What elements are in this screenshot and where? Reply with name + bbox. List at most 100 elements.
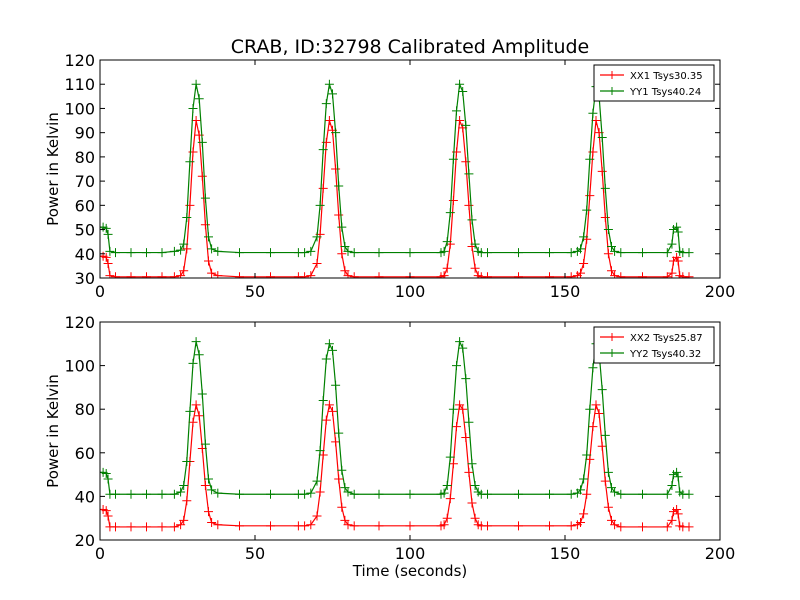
data-point xyxy=(610,520,620,530)
data-point xyxy=(103,511,113,521)
data-point xyxy=(667,239,677,249)
data-point xyxy=(470,239,480,249)
data-point xyxy=(545,248,554,258)
data-point xyxy=(111,522,120,532)
data-point xyxy=(182,496,192,506)
data-point xyxy=(111,248,120,258)
data-point xyxy=(207,485,217,495)
series-line xyxy=(100,120,689,278)
data-point xyxy=(514,248,523,258)
data-point xyxy=(374,521,384,531)
data-point xyxy=(442,237,452,247)
data-point xyxy=(343,246,353,256)
data-point xyxy=(200,439,210,449)
legend-marker xyxy=(608,333,616,341)
data-point xyxy=(306,246,316,256)
x-tick-label: 0 xyxy=(95,544,105,563)
data-point xyxy=(684,522,694,532)
data-point xyxy=(179,266,189,276)
data-point xyxy=(197,389,207,399)
data-point xyxy=(204,507,213,517)
x-tick-label: 200 xyxy=(705,544,736,563)
data-point xyxy=(157,489,167,499)
data-point xyxy=(318,395,328,405)
data-point xyxy=(600,430,610,440)
data-point xyxy=(588,108,598,118)
data-point xyxy=(673,509,683,519)
data-point xyxy=(200,481,210,490)
data-point xyxy=(470,513,480,523)
series-xx xyxy=(100,116,694,278)
subplot-top: 0 50 100 150 200 30 40 50 60 70 80 90 100 110 120 Power… xyxy=(44,51,735,301)
data-point xyxy=(603,249,613,259)
data-point xyxy=(673,472,683,482)
legend-label: YY2 Tsys40.32 xyxy=(629,349,701,360)
series-line xyxy=(100,339,689,495)
data-point xyxy=(142,272,151,278)
data-point xyxy=(315,487,325,497)
data-point xyxy=(169,246,179,256)
data-point xyxy=(603,502,613,512)
data-point xyxy=(638,489,647,499)
legend-marker xyxy=(608,87,616,95)
data-point xyxy=(684,248,694,258)
data-point xyxy=(321,354,331,364)
data-point xyxy=(324,400,334,410)
data-point xyxy=(464,200,474,210)
data-point xyxy=(667,268,677,278)
data-point xyxy=(300,272,310,278)
data-point xyxy=(101,469,111,479)
data-point xyxy=(266,272,275,278)
data-point xyxy=(458,404,468,414)
x-tick-label: 0 xyxy=(95,282,105,301)
data-point xyxy=(610,246,620,256)
data-point xyxy=(315,446,325,456)
data-point xyxy=(111,272,120,278)
data-point xyxy=(616,489,626,499)
y-tick-label: 30 xyxy=(75,269,95,288)
data-point xyxy=(439,271,449,278)
data-point xyxy=(662,522,672,532)
data-point xyxy=(300,248,310,258)
data-point xyxy=(324,79,334,89)
data-point xyxy=(324,339,334,349)
figure-title: CRAB, ID:32798 Calibrated Amplitude xyxy=(231,36,590,58)
data-point xyxy=(576,518,585,528)
data-point xyxy=(188,417,198,427)
data-point xyxy=(545,521,554,531)
data-point xyxy=(185,157,195,167)
data-point xyxy=(610,487,620,497)
data-point xyxy=(591,400,601,410)
data-point xyxy=(235,521,244,531)
data-point xyxy=(200,220,210,230)
series-yy xyxy=(100,79,694,258)
data-point xyxy=(452,106,461,116)
data-point xyxy=(514,272,523,278)
data-point xyxy=(672,467,682,477)
data-point xyxy=(452,361,461,371)
data-point xyxy=(343,487,353,497)
legend: XX1 Tsys30.35 YY1 Tsys40.24 xyxy=(593,64,715,102)
data-point xyxy=(582,450,592,460)
data-point xyxy=(467,459,477,469)
data-point xyxy=(594,409,604,419)
data-point xyxy=(467,215,477,225)
legend-marker xyxy=(608,71,616,79)
data-point xyxy=(197,137,207,147)
data-point xyxy=(461,157,471,167)
data-point xyxy=(442,481,452,490)
data-point xyxy=(191,116,201,126)
data-point xyxy=(179,515,189,525)
data-point xyxy=(673,256,683,266)
data-point xyxy=(600,183,610,193)
data-point xyxy=(207,268,217,278)
data-point xyxy=(337,249,347,259)
data-point xyxy=(461,374,471,384)
data-point xyxy=(312,476,322,486)
data-point xyxy=(455,79,465,89)
data-point xyxy=(445,494,455,504)
subplot-bottom: 0 50 100 150 200 20 40 60 80 100 120 Power in Kelvi… xyxy=(44,313,735,580)
data-point xyxy=(445,208,455,218)
data-point xyxy=(207,244,217,254)
data-point xyxy=(684,272,694,278)
